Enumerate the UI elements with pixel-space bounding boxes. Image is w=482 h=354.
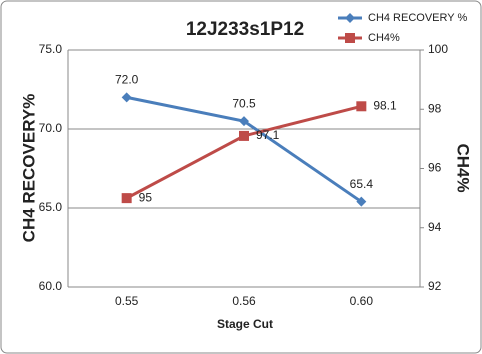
y-axis-label: CH4 RECOVERY% bbox=[19, 94, 38, 243]
point bbox=[345, 33, 355, 43]
point bbox=[121, 193, 132, 204]
y2-tick-label: 96 bbox=[428, 161, 442, 175]
chart-title: 12J233s1P12 bbox=[186, 19, 304, 40]
data-label: 70.5 bbox=[232, 96, 256, 110]
x-axis-label: Stage Cut bbox=[217, 317, 273, 331]
data-label: 95 bbox=[139, 190, 153, 204]
y2-tick-label: 98 bbox=[428, 101, 442, 115]
point bbox=[121, 92, 132, 103]
x-tick-label: 0.55 bbox=[115, 294, 139, 308]
y2-tick-label: 94 bbox=[428, 220, 442, 234]
y2-tick-label: 92 bbox=[428, 279, 442, 293]
y2-tick-label: 100 bbox=[428, 42, 448, 56]
point bbox=[356, 196, 367, 207]
x-tick-label: 0.60 bbox=[350, 294, 374, 308]
point bbox=[345, 13, 355, 23]
point bbox=[239, 116, 249, 127]
y-tick-label: 70.0 bbox=[39, 121, 63, 135]
data-label: 72.0 bbox=[115, 73, 139, 87]
y-tick-label: 75.0 bbox=[39, 42, 63, 56]
y-tick-label: 60.0 bbox=[39, 279, 63, 293]
y2-axis-label: CH4% bbox=[454, 143, 473, 192]
data-label: 65.4 bbox=[350, 177, 374, 191]
data-label: 98.1 bbox=[373, 98, 397, 112]
point bbox=[239, 130, 249, 141]
x-tick-label: 0.56 bbox=[232, 294, 256, 308]
legend-label: CH4% bbox=[368, 32, 400, 44]
legend-label: CH4 RECOVERY % bbox=[368, 12, 467, 24]
point bbox=[356, 101, 367, 112]
data-label: 97.1 bbox=[256, 128, 280, 142]
y-tick-label: 65.0 bbox=[39, 200, 63, 214]
